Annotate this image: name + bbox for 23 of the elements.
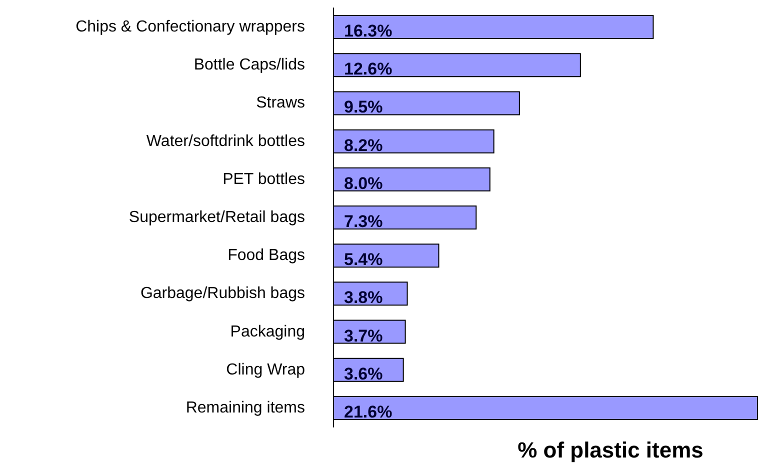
y-tick-label: Supermarket/Retail bags	[128, 209, 305, 226]
y-tick-label: Water/softdrink bottles	[146, 132, 305, 150]
data-label: 7.3%	[344, 212, 383, 231]
y-tick-label: PET bottles	[222, 170, 305, 188]
data-label: 21.6%	[344, 402, 392, 422]
data-label: 8.2%	[344, 136, 383, 155]
y-tick-label: Garbage/Rubbish bags	[140, 285, 305, 302]
y-tick-label: Straws	[256, 94, 305, 112]
data-label: 9.5%	[344, 98, 383, 117]
y-tick-label: Chips & Confectionary wrappers	[76, 18, 305, 36]
y-tick-label: Packaging	[230, 323, 305, 340]
y-tick-label: Remaining items	[186, 399, 305, 416]
data-label: 3.8%	[344, 288, 383, 308]
data-label: 3.7%	[344, 326, 383, 346]
y-tick-label: Bottle Caps/lids	[194, 56, 305, 74]
y-tick-label: Cling Wrap	[226, 361, 306, 378]
data-label: 8.0%	[344, 174, 383, 193]
data-label: 16.3%	[344, 22, 392, 41]
data-label: 12.6%	[344, 60, 392, 79]
data-label: 3.6%	[344, 364, 383, 384]
y-tick-label: Food Bags	[228, 247, 305, 264]
data-label: 5.4%	[344, 250, 383, 270]
x-axis-title: % of plastic items	[518, 438, 704, 462]
